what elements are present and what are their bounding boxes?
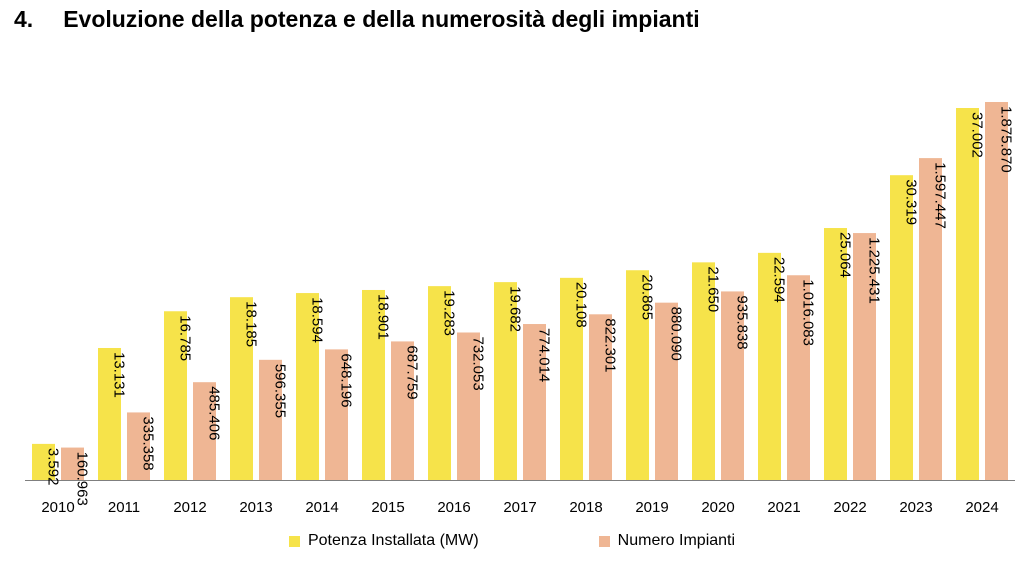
data-label-potenza-2015: 18.901 (375, 294, 392, 340)
bar-impianti-2019 (655, 302, 678, 480)
x-tick-label-2020: 2020 (701, 499, 734, 516)
data-label-potenza-2010: 3.592 (45, 448, 62, 486)
bar-potenza-2010 (32, 443, 55, 480)
bar-impianti-2020 (721, 291, 744, 480)
data-label-potenza-2024: 37.002 (969, 112, 986, 158)
data-label-impianti-2016: 732.053 (470, 336, 487, 390)
section-title: Evoluzione della potenza e della numeros… (63, 5, 700, 32)
data-label-impianti-2010: 160.963 (74, 452, 91, 506)
x-tick-label-2014: 2014 (305, 499, 338, 516)
data-label-potenza-2012: 16.785 (177, 315, 194, 361)
page-title: 4. Evoluzione della potenza e della nume… (14, 4, 700, 34)
data-label-impianti-2021: 1.016.083 (800, 279, 817, 346)
legend-item-potenza: Potenza Installata (MW) (288, 530, 479, 552)
bar-impianti-2023 (919, 158, 942, 480)
bar-potenza-2012 (164, 311, 187, 480)
data-label-potenza-2016: 19.283 (441, 290, 458, 336)
data-label-potenza-2021: 22.594 (771, 257, 788, 303)
data-label-potenza-2023: 30.319 (903, 179, 920, 225)
data-label-potenza-2014: 18.594 (309, 297, 326, 343)
bar-potenza-2021 (758, 252, 781, 480)
data-label-potenza-2017: 19.682 (507, 286, 524, 332)
bar-potenza-2020 (692, 262, 715, 480)
data-label-impianti-2011: 335.358 (140, 416, 157, 470)
x-tick-label-2018: 2018 (569, 499, 602, 516)
bar-potenza-2016 (428, 286, 451, 480)
x-tick-label-2016: 2016 (437, 499, 470, 516)
section-number: 4. (14, 5, 34, 32)
bar-impianti-2014 (325, 349, 348, 480)
bar-potenza-2019 (626, 270, 649, 480)
data-label-impianti-2018: 822.301 (602, 318, 619, 372)
data-label-impianti-2024: 1.875.870 (998, 106, 1015, 173)
bar-potenza-2018 (560, 277, 583, 480)
bar-impianti-2012 (193, 382, 216, 480)
bar-potenza-2014 (296, 293, 319, 480)
x-tick-label-2011: 2011 (108, 499, 140, 516)
x-tick-label-2017: 2017 (503, 499, 536, 516)
legend-swatch-impianti (598, 535, 610, 547)
data-label-potenza-2018: 20.108 (573, 282, 590, 328)
bar-potenza-2023 (890, 175, 913, 480)
bar-potenza-2011 (98, 347, 121, 480)
data-label-impianti-2020: 935.838 (734, 295, 751, 349)
bar-potenza-2015 (362, 289, 385, 480)
legend-item-impianti: Numero Impianti (598, 530, 736, 552)
legend-label-impianti: Numero Impianti (617, 532, 736, 549)
legend-label-potenza: Potenza Installata (MW) (307, 532, 479, 549)
x-tick-label-2012: 2012 (173, 499, 206, 516)
legend-swatch-potenza (288, 535, 300, 547)
x-tick-label-2013: 2013 (239, 499, 272, 516)
x-tick-label-2022: 2022 (833, 499, 866, 516)
bar-impianti-2015 (391, 341, 414, 480)
data-label-impianti-2013: 596.355 (272, 364, 289, 418)
bar-impianti-2017 (523, 324, 546, 480)
data-label-impianti-2015: 687.759 (404, 345, 421, 399)
x-tick-label-2024: 2024 (965, 499, 998, 516)
x-tick-label-2021: 2021 (767, 499, 800, 516)
bar-impianti-2021 (787, 275, 810, 480)
bar-impianti-2016 (457, 332, 480, 480)
data-label-impianti-2023: 1.597.447 (932, 162, 949, 229)
x-tick-label-2023: 2023 (899, 499, 932, 516)
bar-impianti-2022 (853, 233, 876, 480)
data-label-potenza-2020: 21.650 (705, 266, 722, 312)
x-tick-label-2015: 2015 (371, 499, 404, 516)
bar-potenza-2013 (230, 297, 253, 480)
bar-potenza-2017 (494, 282, 517, 480)
bar-impianti-2013 (259, 359, 282, 480)
chart-legend: Potenza Installata (MW) Numero Impianti (0, 530, 1024, 552)
data-label-impianti-2019: 880.090 (668, 307, 685, 361)
bar-potenza-2024 (956, 108, 979, 480)
bar-impianti-2011 (127, 412, 150, 480)
data-label-impianti-2017: 774.014 (536, 328, 553, 382)
data-label-potenza-2022: 25.064 (837, 232, 854, 278)
x-tick-label-2010: 2010 (41, 499, 74, 516)
data-label-potenza-2013: 18.185 (243, 301, 260, 347)
bar-impianti-2010 (61, 447, 84, 480)
data-label-impianti-2022: 1.225.431 (866, 237, 883, 304)
bar-impianti-2018 (589, 314, 612, 480)
data-label-impianti-2014: 648.196 (338, 353, 355, 407)
bar-impianti-2024 (985, 102, 1008, 480)
data-label-impianti-2012: 485.406 (206, 386, 223, 440)
data-label-potenza-2019: 20.865 (639, 274, 656, 320)
data-label-potenza-2011: 13.131 (111, 352, 128, 398)
x-tick-label-2019: 2019 (635, 499, 668, 516)
bar-potenza-2022 (824, 228, 847, 480)
